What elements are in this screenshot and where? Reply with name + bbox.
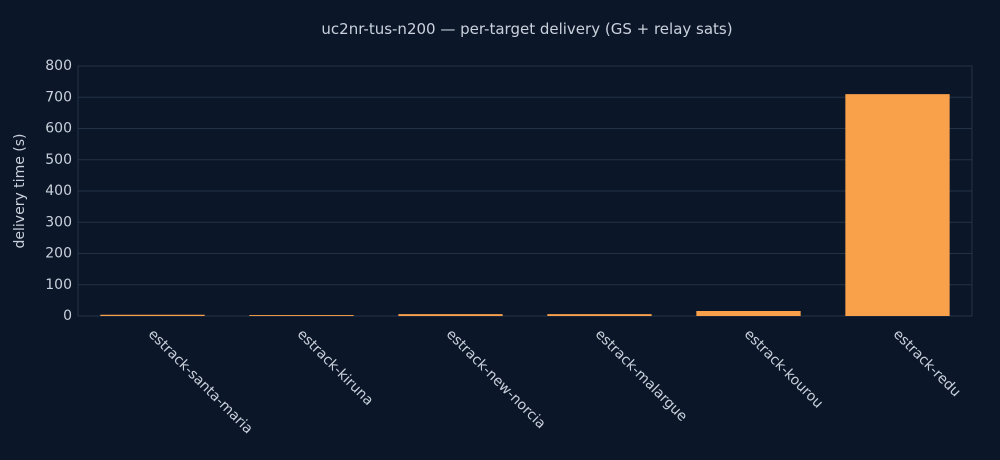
bar xyxy=(249,315,354,316)
y-tick-label: 100 xyxy=(45,277,72,293)
x-tick-label: estrack-new-norcia xyxy=(443,326,549,432)
y-tick-label: 500 xyxy=(45,152,72,168)
y-tick-label: 700 xyxy=(45,89,72,105)
x-tick-label: estrack-malargue xyxy=(592,326,690,424)
x-tick-label: estrack-kourou xyxy=(741,326,826,411)
y-tick-label: 400 xyxy=(45,183,72,199)
y-tick-label: 300 xyxy=(45,214,72,230)
y-tick-label: 0 xyxy=(63,308,72,324)
y-tick-label: 800 xyxy=(45,58,72,74)
bar xyxy=(845,94,950,316)
chart-title: uc2nr-tus-n200 — per-target delivery (GS… xyxy=(321,20,732,38)
x-tick-label: estrack-redu xyxy=(890,326,964,400)
y-tick-label: 200 xyxy=(45,246,72,262)
bar xyxy=(100,314,205,316)
bar xyxy=(696,311,801,316)
bar xyxy=(398,314,503,316)
y-tick-label: 600 xyxy=(45,121,72,137)
x-tick-label: estrack-santa-maria xyxy=(145,326,256,437)
x-tick-label: estrack-kiruna xyxy=(294,326,376,408)
y-axis-title: delivery time (s) xyxy=(12,134,28,249)
bar xyxy=(547,314,652,316)
